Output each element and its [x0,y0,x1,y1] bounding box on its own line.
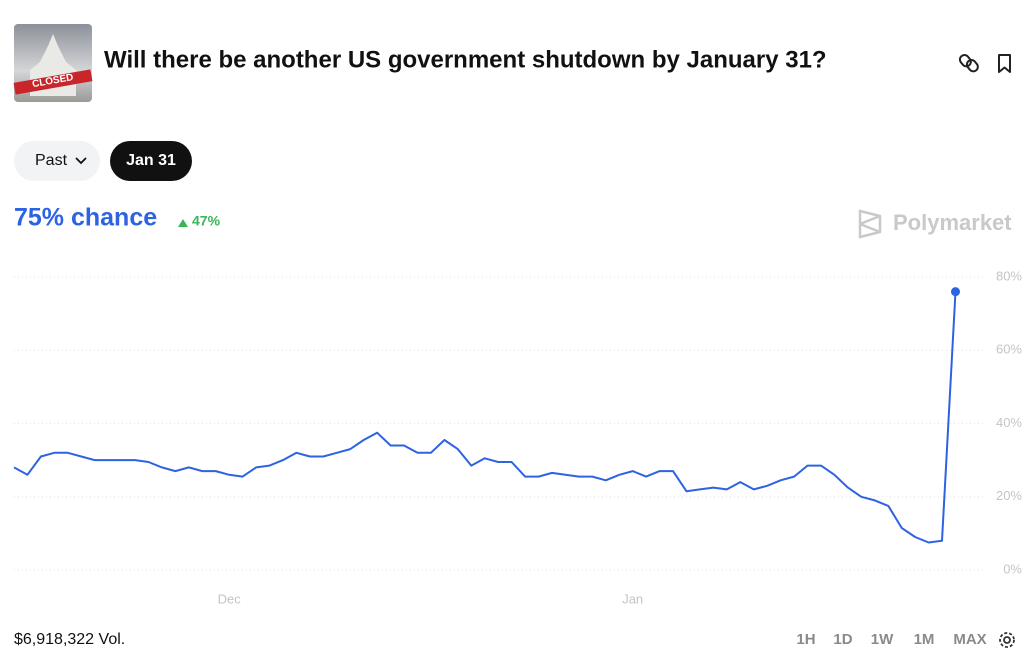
range-buttons: 1H 1D 1W 1M MAX [796,631,986,648]
settings-icon[interactable] [999,632,1015,648]
y-tick-label: 20% [996,488,1022,503]
tab-jan31[interactable]: Jan 31 [110,141,192,181]
brand-logo [858,209,882,239]
link-icon[interactable] [958,53,980,73]
chance-change: 47% [192,213,221,229]
tab-label: Past [35,152,68,169]
tab-past[interactable]: Past [14,141,100,181]
tab-label: Jan 31 [126,152,176,169]
y-tick-label: 80% [996,268,1022,283]
thumbnail: CLOSED [13,24,93,102]
brand-name: Polymarket [893,210,1012,235]
up-arrow [178,219,188,227]
range-button[interactable]: 1D [833,631,852,648]
series-line [13,291,957,544]
range-button[interactable]: MAX [953,631,986,648]
volume: $6,918,322 Vol. [14,631,125,648]
x-tick-label: Dec [218,591,242,606]
y-tick-label: 40% [996,415,1022,430]
chart: 0% 20% 40% 60% 80% Dec Jan [13,268,1022,606]
range-button[interactable]: 1H [796,631,815,648]
market-title: Will there be another US government shut… [104,46,827,73]
end-dot [951,287,960,297]
range-button[interactable]: 1M [914,631,935,648]
y-tick-label: 0% [1003,561,1022,576]
y-tick-label: 60% [996,342,1022,357]
bookmark-icon[interactable] [998,54,1011,73]
range-button[interactable]: 1W [871,631,894,648]
chance-text: 75% chance [14,204,157,232]
x-tick-label: Jan [622,591,643,606]
